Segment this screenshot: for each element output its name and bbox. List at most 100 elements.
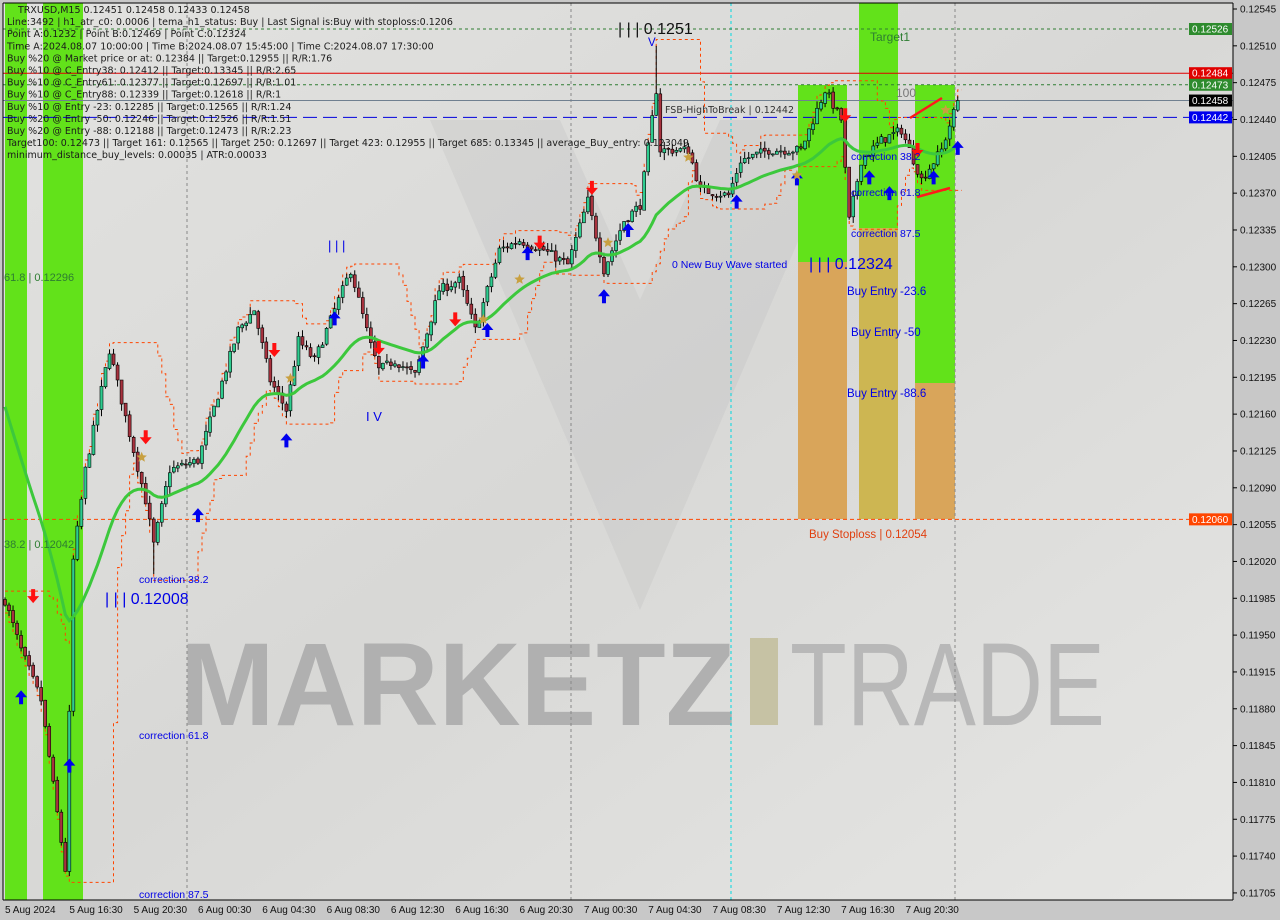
info-line: Buy %20 @ Entry -50: 0.12246 || Target:0… [7,114,291,125]
candle [320,342,325,348]
bull-candle-body [320,344,325,348]
candle [256,309,261,336]
time-axis[interactable]: 5 Aug 2024 5 Aug 16:30 5 Aug 20:30 6 Aug 00… [5,900,959,916]
candle [855,178,860,200]
candle [734,167,739,190]
fsb-label: FSB-HighToBreak | 0.12442 [665,105,794,116]
price-tick-label: 0.12160 [1240,410,1277,421]
bull-candle-body [208,416,212,433]
bull-candle-body [859,164,864,182]
bull-candle-body [236,326,240,344]
price-tick-label: 0.12510 [1240,41,1277,52]
bull-candle-body [851,195,856,218]
price-tick-label: 0.11915 [1240,667,1276,678]
candle [364,307,369,332]
bull-candle-body [180,462,184,466]
bull-candle-body [224,371,228,382]
candle [11,605,15,628]
candle [51,754,56,784]
candle [662,141,667,161]
bear-candle-body [284,403,289,412]
price-tick-label: 0.12475 [1240,78,1277,89]
candle [678,147,683,153]
candle [123,402,128,423]
bull-candle-body [738,162,743,173]
bull-candle-body [240,324,244,329]
candle [377,355,381,375]
candle [59,809,64,846]
info-line: minimum_distance_buy_levels: 0.00035 | A… [7,150,267,161]
buy-arrow-icon [15,690,28,705]
orange-zone-3 [915,383,955,519]
candle [87,452,92,468]
bear-candle-body [308,347,313,357]
bull-candle-body [449,286,454,291]
bull-candle-body [91,424,96,455]
bear-candle-body [666,147,671,150]
info-line: Target100: 0.12473 || Target 161: 0.1256… [6,138,689,149]
candle [393,360,397,368]
candle [493,259,498,280]
star-icon [514,273,525,284]
bull-candle-body [557,257,562,262]
bull-candle-body [244,322,248,327]
candle [951,107,956,131]
candle [947,120,952,147]
candle [457,273,462,289]
candle [385,353,389,365]
bear-candle-body [670,148,675,154]
bull-candle-body [497,247,502,263]
bear-candle-body [304,345,309,348]
candle [316,344,321,365]
bull-candle-body [155,522,160,543]
candle [718,190,723,203]
bear-candle-body [469,303,474,315]
bull-candle-body [718,195,723,198]
bear-candle-body [43,699,48,727]
bear-candle-body [915,164,920,175]
bear-candle-body [139,472,144,485]
price-tick-label: 0.11985 [1240,594,1276,605]
price-tick-label: 0.12090 [1240,483,1277,494]
candle [666,147,671,156]
price-tick-label: 0.12370 [1240,189,1277,200]
bear-candle-body [799,146,803,149]
green-zone-1 [798,85,847,262]
time-tick-label: 6 Aug 08:30 [327,905,381,916]
point-c-label: | | | 0.12324 [809,256,893,273]
bull-candle-body [348,273,353,279]
buy-entry-236: Buy Entry -23.6 [847,286,926,298]
candle [172,460,176,474]
bull-candle-body [344,277,349,286]
bull-candle-body [570,249,574,265]
candle [915,164,920,178]
candle [296,331,301,372]
bull-candle-body [509,243,514,249]
correction-618-left: correction 61.8 [139,730,209,742]
bear-candle-body [545,249,550,252]
bull-candle-body [955,100,960,111]
candle [204,424,208,451]
bear-candle-body [39,687,43,702]
plot-area [3,3,1233,900]
price-axis[interactable]: 0.12545 0.12510 0.12475 0.12440 0.12405 0.123… [1233,5,1277,900]
bull-candle-body [895,127,900,133]
candle [497,245,502,265]
bear-candle-body [413,370,417,373]
bull-candle-body [586,196,590,213]
candle [461,270,466,297]
bull-candle-body [200,445,204,464]
bear-candle-body [565,258,570,265]
buy-arrow-icon [883,186,896,201]
bear-candle-body [461,276,466,291]
bull-candle-body [582,211,586,224]
candle [7,602,11,617]
buy-arrow-icon [951,140,964,155]
bull-candle-body [549,250,554,252]
bear-candle-body [638,205,642,210]
candle [240,323,244,333]
correction-618-right: correction 61.8 [851,187,921,199]
bear-candle-body [51,756,56,782]
stoploss-label: Buy Stoploss | 0.12054 [809,529,928,541]
